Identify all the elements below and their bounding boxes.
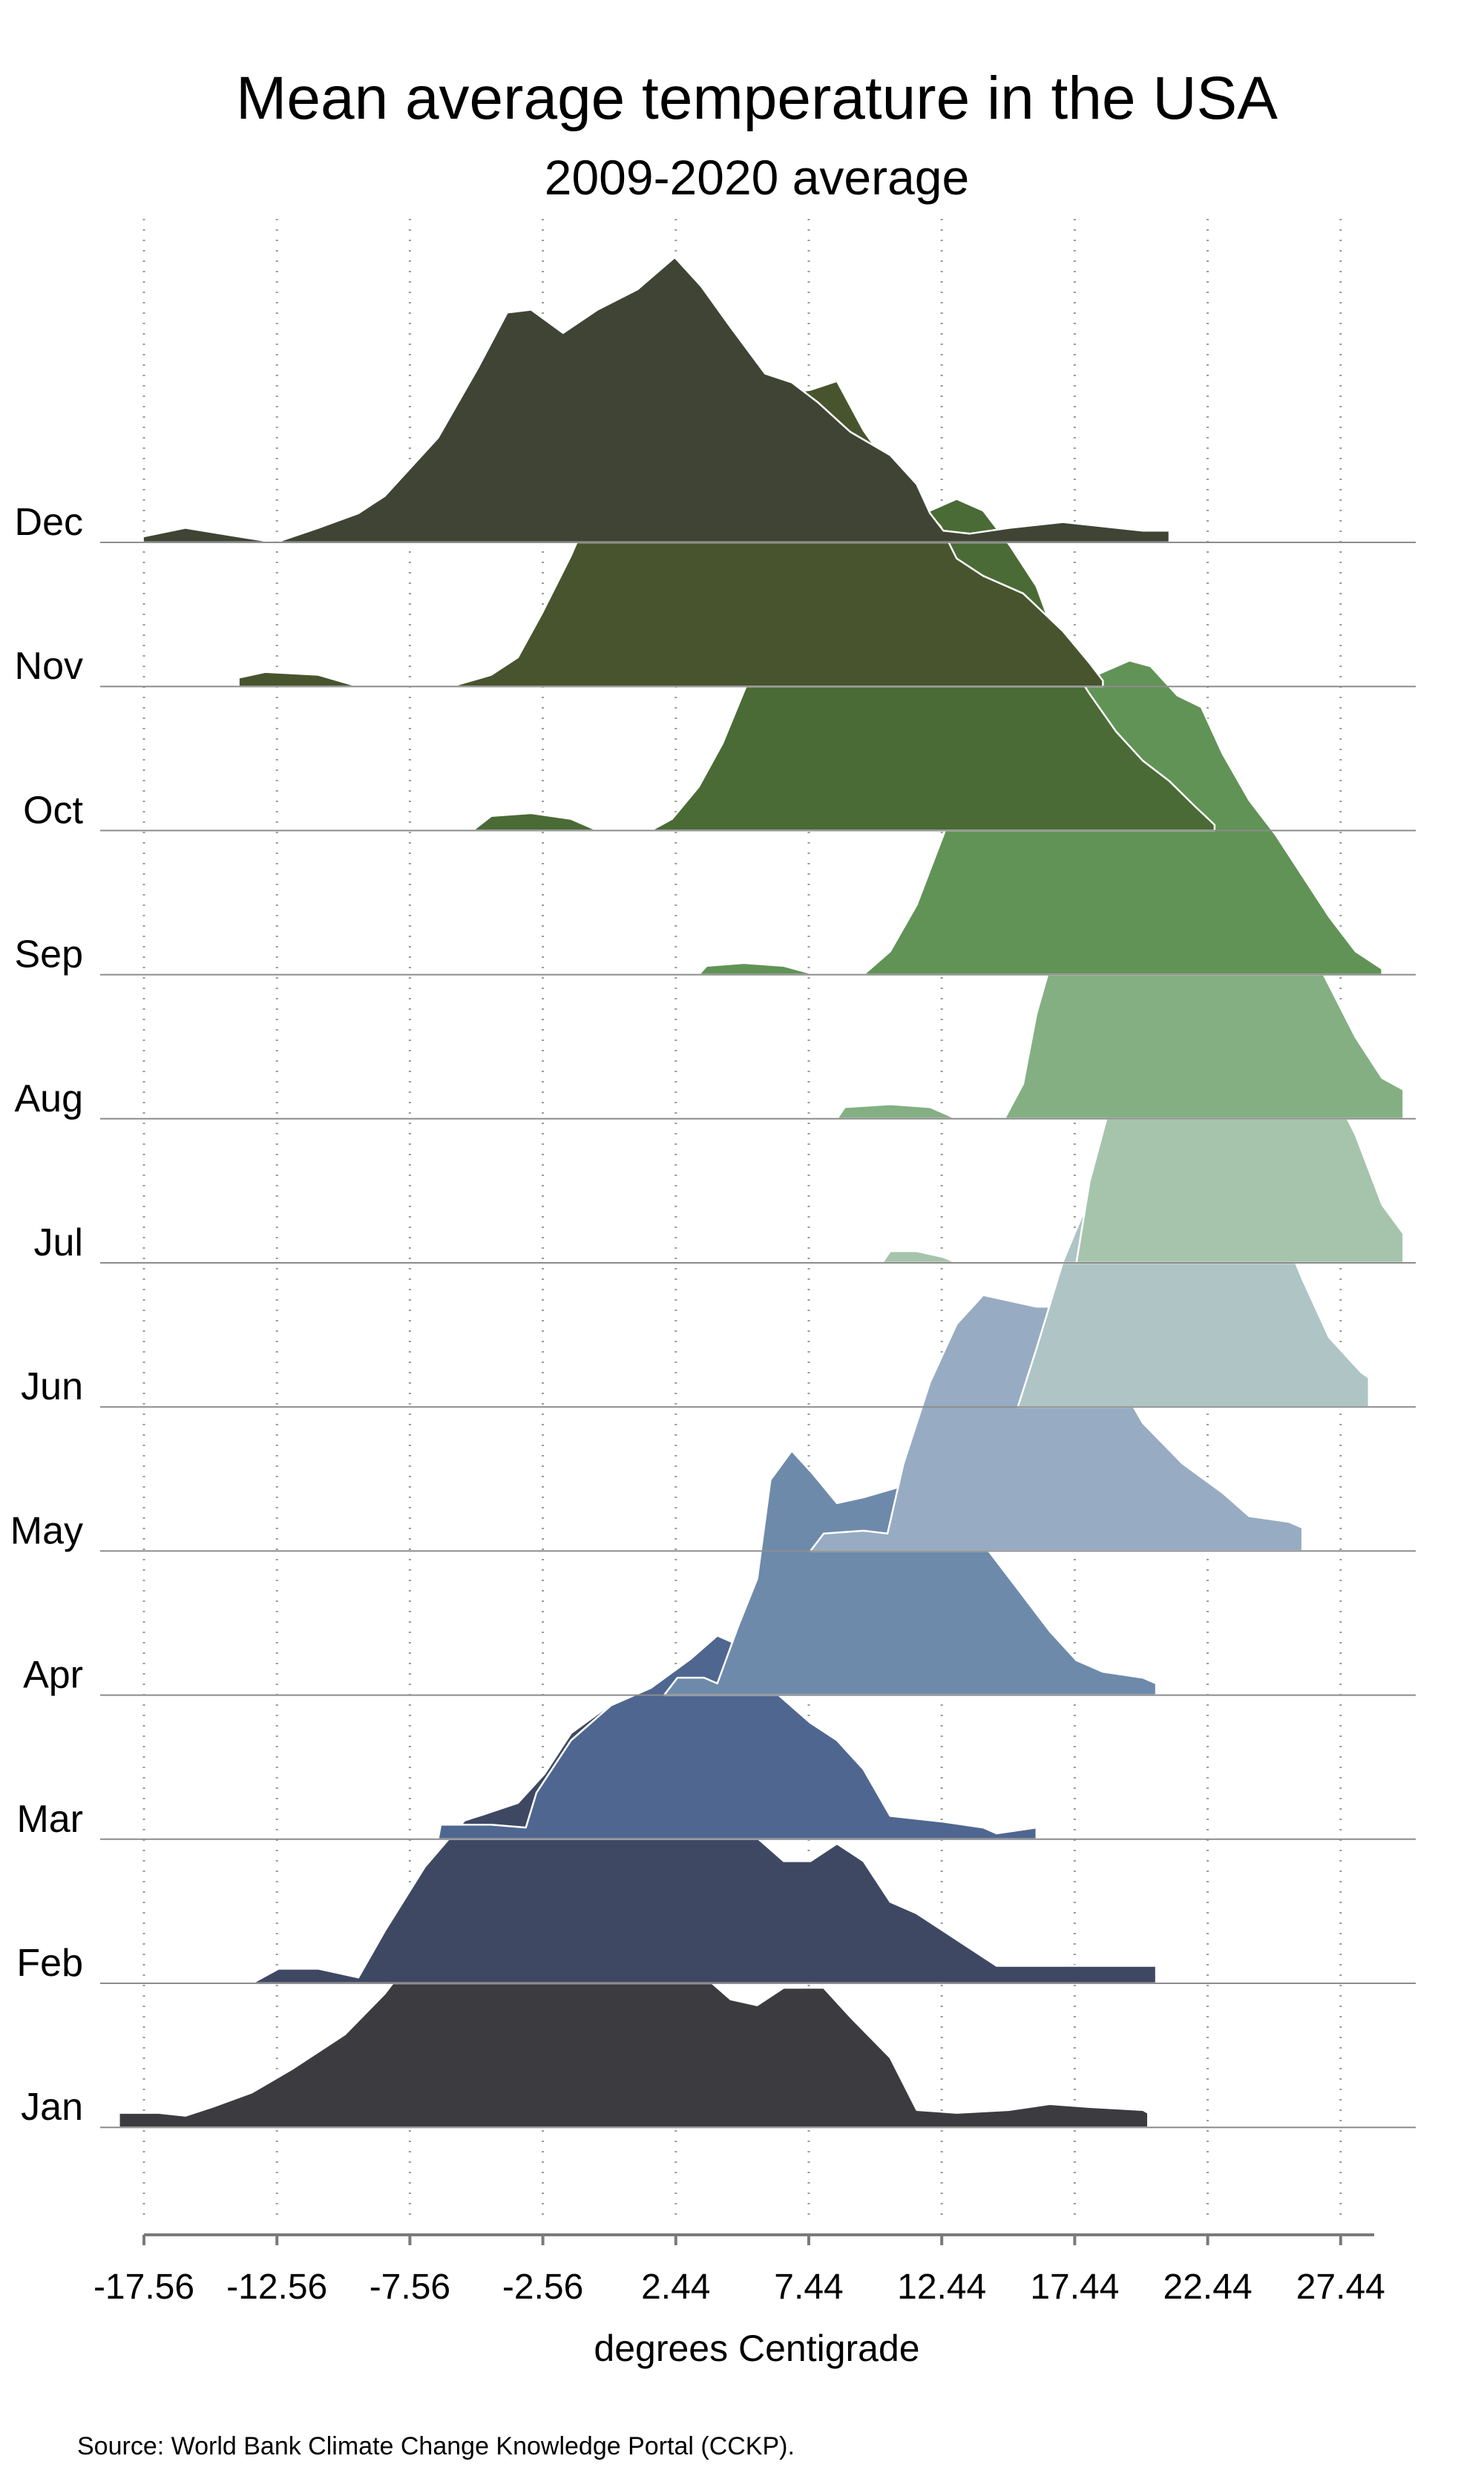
x-tick-label-2: -7.56	[370, 2267, 450, 2307]
source-note: Source: World Bank Climate Change Knowle…	[77, 2432, 795, 2460]
x-tick-label-5: 7.44	[774, 2267, 843, 2307]
month-label-jul: Jul	[34, 1221, 83, 1264]
month-label-mar: Mar	[16, 1798, 83, 1841]
x-tick-label-4: 2.44	[641, 2267, 710, 2307]
chart-subtitle: 2009-2020 average	[545, 150, 969, 205]
x-tick-label-0: -17.56	[93, 2267, 194, 2307]
month-labels: Dec Nov Oct Sep Aug Jul Jun May Apr Mar Feb Jan	[10, 501, 84, 2129]
month-label-oct: Oct	[23, 789, 83, 832]
x-axis-title: degrees Centigrade	[594, 2328, 919, 2369]
month-label-feb: Feb	[16, 1942, 83, 1985]
month-label-nov: Nov	[15, 645, 83, 688]
month-label-jan: Jan	[21, 2086, 83, 2129]
x-tick-label-8: 22.44	[1163, 2267, 1252, 2307]
x-axis: -17.56 -12.56 -7.56 -2.56 2.44 7.44 12.44 17.44…	[93, 2233, 1385, 2307]
month-label-aug: Aug	[14, 1077, 83, 1120]
month-label-may: May	[10, 1509, 83, 1552]
baselines	[100, 542, 1416, 2129]
month-label-jun: Jun	[21, 1365, 83, 1408]
ridges	[118, 256, 1405, 2129]
x-tick-label-7: 17.44	[1030, 2267, 1119, 2307]
chart-title: Mean average temperature in the USA	[236, 65, 1278, 132]
month-label-sep: Sep	[14, 933, 83, 976]
x-tick-label-1: -12.56	[226, 2267, 327, 2307]
month-label-apr: Apr	[23, 1654, 83, 1697]
x-tick-label-9: 27.44	[1296, 2267, 1385, 2307]
month-label-dec: Dec	[15, 501, 83, 544]
ridge-dec	[142, 256, 1171, 544]
x-tick-label-6: 12.44	[897, 2267, 986, 2307]
x-tick-label-3: -2.56	[502, 2267, 583, 2307]
